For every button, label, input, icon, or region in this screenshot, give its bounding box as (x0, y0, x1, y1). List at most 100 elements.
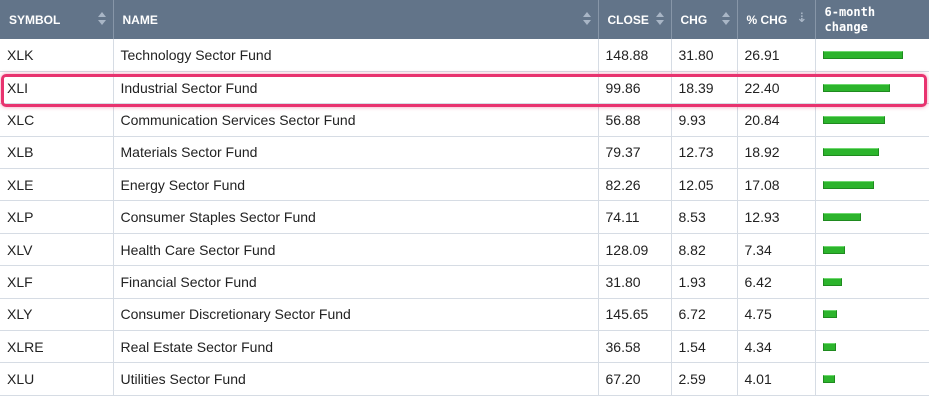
cell-symbol: XLU (0, 362, 114, 396)
cell-six-month-change (815, 330, 929, 364)
fund-name-link[interactable]: Energy Sector Fund (113, 168, 599, 202)
cell-six-month-change (815, 103, 929, 137)
cell-symbol: XLI (0, 71, 114, 105)
six-month-change-bar (822, 310, 837, 319)
cell-pct-chg: 4.34 (737, 330, 816, 364)
cell-symbol: XLC (0, 103, 114, 137)
cell-symbol: XLF (0, 265, 114, 299)
six-month-change-bar (822, 115, 885, 124)
cell-close: 82.26 (598, 168, 672, 202)
cell-six-month-change (815, 265, 929, 299)
cell-pct-chg: 4.01 (737, 362, 816, 396)
cell-chg: 12.73 (671, 136, 738, 170)
column-header-symbol-label: SYMBOL (9, 12, 61, 27)
cell-symbol: XLRE (0, 330, 114, 364)
cell-symbol: XLV (0, 233, 114, 267)
cell-chg: 2.59 (671, 362, 738, 396)
cell-chg: 1.93 (671, 265, 738, 299)
cell-six-month-change (815, 168, 929, 202)
cell-pct-chg: 20.84 (737, 103, 816, 137)
six-month-change-bar (822, 148, 879, 157)
cell-six-month-change (815, 39, 929, 72)
cell-chg: 8.53 (671, 200, 738, 234)
fund-name-link[interactable]: Financial Sector Fund (113, 265, 599, 299)
fund-name-link[interactable]: Consumer Discretionary Sector Fund (113, 298, 599, 332)
fund-name-link[interactable]: Materials Sector Fund (113, 136, 599, 170)
sort-toggle-icon[interactable] (582, 12, 591, 26)
cell-pct-chg: 26.91 (737, 39, 816, 72)
fund-name-link[interactable]: Communication Services Sector Fund (113, 103, 599, 137)
cell-pct-chg: 17.08 (737, 168, 816, 202)
column-header-six-month-change: 6-month change (815, 0, 929, 39)
fund-name-link[interactable]: Health Care Sector Fund (113, 233, 599, 267)
fund-name-link[interactable]: Utilities Sector Fund (113, 362, 599, 396)
column-header-close[interactable]: CLOSE (598, 0, 672, 39)
six-month-label-line1: 6-month (824, 4, 876, 19)
six-month-change-bar (822, 245, 845, 254)
cell-chg: 9.93 (671, 103, 738, 137)
sort-toggle-icon[interactable] (721, 12, 730, 26)
cell-close: 36.58 (598, 330, 672, 364)
six-month-change-bar (822, 213, 861, 222)
six-month-change-bar (822, 50, 903, 59)
cell-six-month-change (815, 233, 929, 267)
cell-pct-chg: 22.40 (737, 71, 816, 105)
table-row[interactable]: XLRE Real Estate Sector Fund 36.58 1.54 4.34 (0, 330, 929, 364)
cell-pct-chg: 12.93 (737, 200, 816, 234)
six-month-change-bar (822, 375, 835, 384)
table-row[interactable]: XLK Technology Sector Fund 148.88 31.80 26.9… (0, 39, 929, 72)
six-month-label-line2: change (824, 19, 868, 34)
cell-pct-chg: 18.92 (737, 136, 816, 170)
fund-name-link[interactable]: Real Estate Sector Fund (113, 330, 599, 364)
fund-name-link[interactable]: Industrial Sector Fund (113, 71, 599, 105)
cell-chg: 6.72 (671, 298, 738, 332)
table-row[interactable]: XLI Industrial Sector Fund 99.86 18.39 22.40 (0, 71, 929, 105)
column-header-close-label: CLOSE (607, 12, 649, 27)
cell-chg: 12.05 (671, 168, 738, 202)
six-month-change-bar (822, 83, 890, 92)
column-header-name[interactable]: NAME (113, 0, 599, 39)
column-header-pct-chg[interactable]: % CHG ⇣ (737, 0, 816, 39)
cell-six-month-change (815, 71, 929, 105)
cell-six-month-change (815, 136, 929, 170)
table-row[interactable]: XLF Financial Sector Fund 31.80 1.93 6.42 (0, 265, 929, 299)
column-header-symbol[interactable]: SYMBOL (0, 0, 114, 39)
column-header-chg[interactable]: CHG (671, 0, 738, 39)
cell-chg: 31.80 (671, 39, 738, 72)
column-header-pct-chg-label: % CHG (746, 12, 788, 27)
sort-toggle-icon[interactable] (97, 12, 106, 26)
fund-name-link[interactable]: Consumer Staples Sector Fund (113, 200, 599, 234)
table-body: XLK Technology Sector Fund 148.88 31.80 26.9… (0, 39, 929, 396)
cell-close: 145.65 (598, 298, 672, 332)
cell-close: 79.37 (598, 136, 672, 170)
cell-close: 56.88 (598, 103, 672, 137)
sort-toggle-icon[interactable] (655, 12, 664, 26)
six-month-change-bar (822, 180, 874, 189)
table-row[interactable]: XLE Energy Sector Fund 82.26 12.05 17.08 (0, 168, 929, 202)
table-row[interactable]: XLU Utilities Sector Fund 67.20 2.59 4.01 (0, 362, 929, 396)
table-row[interactable]: XLB Materials Sector Fund 79.37 12.73 18.92 (0, 136, 929, 170)
table-row[interactable]: XLP Consumer Staples Sector Fund 74.11 8.53… (0, 200, 929, 234)
cell-chg: 18.39 (671, 71, 738, 105)
cell-six-month-change (815, 200, 929, 234)
cell-symbol: XLE (0, 168, 114, 202)
column-header-name-label: NAME (122, 12, 158, 27)
fund-name-link[interactable]: Technology Sector Fund (113, 39, 599, 72)
sort-descending-icon[interactable]: ⇣ (796, 11, 808, 26)
table-row[interactable]: XLC Communication Services Sector Fund 56.… (0, 103, 929, 137)
cell-close: 74.11 (598, 200, 672, 234)
column-header-chg-label: CHG (680, 12, 708, 27)
cell-close: 67.20 (598, 362, 672, 396)
cell-pct-chg: 6.42 (737, 265, 816, 299)
table-row[interactable]: XLV Health Care Sector Fund 128.09 8.82 7.34 (0, 233, 929, 267)
table-row[interactable]: XLY Consumer Discretionary Sector Fund 145… (0, 298, 929, 332)
cell-pct-chg: 7.34 (737, 233, 816, 267)
cell-close: 31.80 (598, 265, 672, 299)
cell-symbol: XLB (0, 136, 114, 170)
cell-chg: 8.82 (671, 233, 738, 267)
cell-symbol: XLK (0, 39, 114, 72)
cell-close: 128.09 (598, 233, 672, 267)
cell-symbol: XLP (0, 200, 114, 234)
